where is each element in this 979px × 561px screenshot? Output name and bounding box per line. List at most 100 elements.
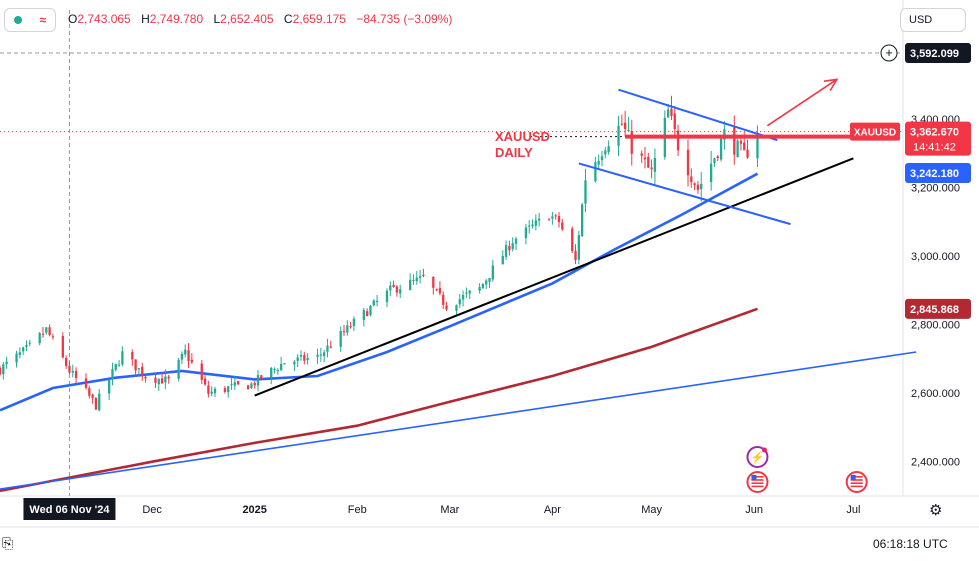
candle-body: [273, 368, 276, 370]
candle-body: [508, 246, 511, 251]
low-value: 2,652.405: [220, 12, 274, 26]
candle-body: [418, 276, 422, 278]
y-tick-label: 2,800.000: [911, 320, 960, 332]
candle-body: [137, 368, 141, 370]
candle-body: [673, 113, 676, 130]
candle-body: [180, 353, 184, 360]
candle-body: [600, 156, 604, 161]
candle-body: [399, 289, 402, 294]
candle-body: [584, 180, 587, 204]
settings-gear-icon[interactable]: ⚙: [929, 502, 943, 519]
ma-price-box: [905, 298, 971, 319]
candle-body: [64, 358, 68, 366]
us-flag-icon: [845, 471, 868, 493]
candle-body: [643, 157, 647, 160]
candle-body: [468, 290, 471, 294]
candle-body: [650, 167, 653, 170]
candle-body: [723, 129, 726, 140]
flag-stripe: [850, 482, 863, 484]
candle-body: [253, 382, 256, 386]
candle-body: [746, 149, 749, 158]
candle-body: [408, 279, 412, 291]
candle-body: [739, 140, 743, 144]
candle-body: [2, 364, 5, 375]
candle-body: [571, 228, 574, 252]
series-line-long-trend: [0, 351, 917, 490]
screenshot-icon[interactable]: ⎘: [2, 535, 14, 551]
currency-button[interactable]: USD: [900, 8, 966, 32]
crosshair-date-label: Wed 06 Nov '24: [29, 504, 110, 516]
candle-body: [554, 215, 557, 217]
candle-body: [18, 352, 22, 355]
flag-ring: [746, 471, 769, 493]
candle-body: [51, 336, 55, 338]
candle-body: [270, 368, 273, 378]
candle-body: [756, 135, 759, 159]
series-line-ma-red: [0, 307, 758, 493]
low-label: L: [213, 12, 221, 26]
us-flag-icon: [746, 471, 769, 493]
candle-body: [528, 225, 531, 227]
flag-canton: [751, 475, 757, 480]
candle-body: [623, 122, 627, 130]
candle-body: [511, 243, 514, 250]
ohlc-legend: O2,743.065 H2,749.780 L2,652.405 C2,659.…: [68, 12, 459, 26]
candle-body: [630, 131, 633, 154]
candle-body: [88, 388, 91, 396]
candle-body: [620, 123, 624, 125]
candle-body: [246, 385, 250, 390]
candle-body: [719, 138, 723, 160]
candle-body: [306, 357, 309, 361]
candle-body: [693, 183, 696, 186]
arrow-drawing: [766, 78, 838, 127]
candle-body: [316, 354, 319, 357]
symbol-status-pill[interactable]: ≈: [4, 8, 56, 32]
candle-body: [736, 140, 739, 158]
candle-body: [514, 238, 518, 244]
candle-body: [481, 283, 485, 289]
candle-body: [293, 361, 296, 365]
flag-canton: [850, 475, 856, 480]
chart-annotation-text: XAUUSD: [495, 129, 550, 144]
candle-body: [15, 353, 18, 363]
candle-body: [319, 354, 323, 356]
candle-body: [700, 183, 703, 190]
candle-body: [21, 347, 25, 352]
trendline-drawing: [578, 162, 791, 226]
candle-body: [501, 255, 504, 265]
candle-body: [478, 287, 481, 291]
candle-body: [71, 370, 74, 373]
candle-body: [627, 130, 630, 132]
candle-body: [94, 398, 98, 410]
candle-body: [458, 299, 461, 305]
add-alert-plus-icon: [880, 44, 898, 62]
y-tick-label: 3,200.000: [911, 182, 960, 194]
candle-body: [504, 245, 508, 257]
candle-body: [322, 352, 326, 356]
candle-body: [713, 158, 716, 164]
arrow-head-drawing: [823, 78, 839, 92]
candle-body: [676, 130, 680, 151]
candle-body: [352, 318, 356, 327]
candle-body: [607, 146, 610, 153]
candle-body: [666, 109, 670, 118]
utc-clock: 06:18:18 UTC: [873, 537, 948, 551]
candle-body: [577, 235, 581, 260]
candle-body: [154, 377, 157, 383]
candle-body: [346, 325, 349, 333]
flag-stripe: [850, 485, 863, 488]
candle-body: [339, 331, 342, 347]
open-value: 2,743.065: [77, 12, 131, 26]
last-price-box: [905, 121, 971, 156]
candle-body: [61, 335, 65, 358]
candle-body: [670, 108, 673, 117]
candle-body: [200, 363, 203, 380]
candle-body: [551, 216, 554, 219]
candle-body: [117, 364, 121, 366]
flag-stripe: [751, 476, 764, 478]
candle-body: [647, 156, 650, 168]
candle-body: [0, 367, 2, 375]
candle-body: [415, 277, 418, 282]
lightning-icon: ⚡: [751, 451, 765, 464]
